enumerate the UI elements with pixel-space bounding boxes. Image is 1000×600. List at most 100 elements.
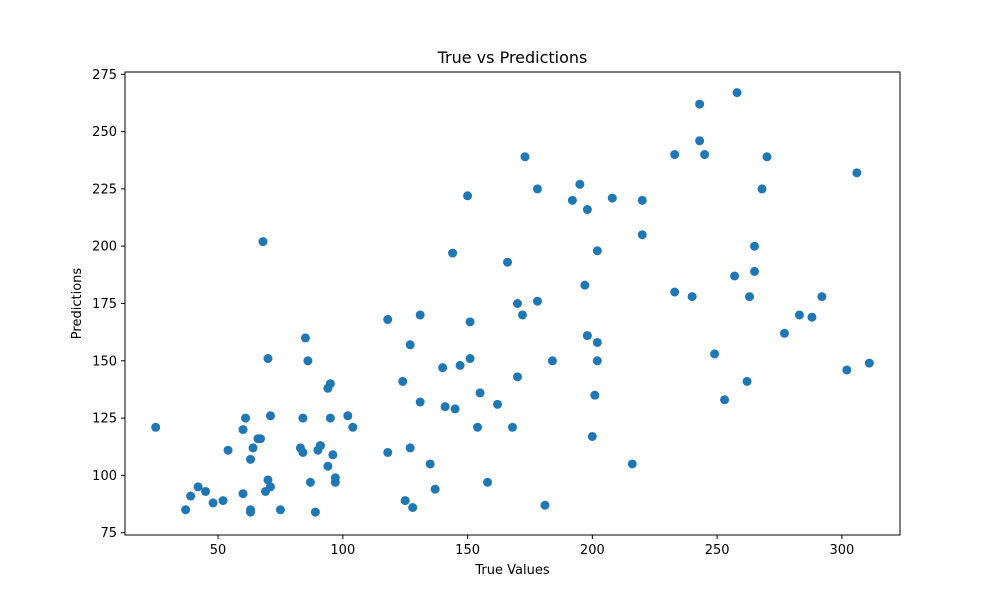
data-point: [580, 280, 590, 290]
data-point: [303, 356, 313, 366]
data-point: [730, 271, 740, 281]
data-point: [400, 496, 410, 506]
data-point: [323, 461, 333, 471]
data-point: [520, 152, 530, 162]
data-point: [750, 241, 760, 251]
data-points: [151, 88, 874, 517]
data-point: [512, 372, 522, 382]
chart-title: True vs Predictions: [437, 48, 588, 67]
data-point: [223, 445, 233, 455]
y-axis-ticks: 75 100 125 150 175 200 225 250 275: [92, 68, 125, 541]
data-point: [807, 312, 817, 322]
data-point: [425, 459, 435, 469]
data-point: [328, 450, 338, 460]
y-tick-label: 200: [92, 240, 117, 255]
data-point: [181, 505, 191, 515]
data-point: [607, 193, 617, 203]
data-point: [248, 443, 258, 453]
x-tick-label: 200: [580, 543, 605, 558]
data-point: [590, 390, 600, 400]
data-point: [310, 507, 320, 517]
y-tick-label: 125: [92, 412, 117, 427]
data-point: [300, 333, 310, 343]
data-point: [455, 360, 465, 370]
data-point: [265, 411, 275, 421]
data-point: [710, 349, 720, 359]
data-point: [587, 431, 597, 441]
data-point: [238, 489, 248, 499]
data-point: [720, 395, 730, 405]
data-point: [750, 266, 760, 276]
data-point: [757, 184, 767, 194]
data-point: [517, 310, 527, 320]
data-point: [263, 475, 273, 485]
data-point: [575, 179, 585, 189]
data-point: [398, 376, 408, 386]
data-point: [465, 354, 475, 364]
x-tick-label: 100: [330, 543, 355, 558]
data-point: [430, 484, 440, 494]
data-point: [238, 425, 248, 435]
data-point: [627, 459, 637, 469]
data-point: [779, 328, 789, 338]
x-axis-label: True Values: [474, 563, 549, 578]
data-point: [762, 152, 772, 162]
data-point: [265, 482, 275, 492]
data-point: [408, 502, 418, 512]
data-point: [383, 447, 393, 457]
data-point: [637, 230, 647, 240]
data-point: [305, 477, 315, 487]
data-point: [637, 195, 647, 205]
data-point: [450, 404, 460, 414]
data-point: [842, 365, 852, 375]
data-point: [405, 443, 415, 453]
data-point: [582, 331, 592, 341]
y-tick-label: 250: [92, 125, 117, 140]
data-point: [405, 340, 415, 350]
data-point: [241, 413, 251, 423]
data-point: [503, 257, 513, 267]
data-point: [592, 246, 602, 256]
data-point: [263, 354, 273, 364]
data-point: [383, 315, 393, 325]
data-point: [246, 454, 256, 464]
y-tick-label: 100: [92, 469, 117, 484]
data-point: [218, 496, 228, 506]
data-point: [298, 413, 308, 423]
data-point: [592, 356, 602, 366]
data-point: [567, 195, 577, 205]
data-point: [540, 500, 550, 510]
y-axis-label: Predictions: [70, 268, 85, 340]
data-point: [415, 397, 425, 407]
data-point: [258, 237, 268, 247]
data-point: [343, 411, 353, 421]
x-axis-ticks: 50 100 150 200 250 300: [210, 535, 854, 558]
data-point: [193, 482, 203, 492]
data-point: [687, 292, 697, 302]
data-point: [415, 310, 425, 320]
data-point: [440, 402, 450, 412]
data-point: [745, 292, 755, 302]
data-point: [670, 150, 680, 160]
data-point: [325, 379, 335, 389]
data-point: [670, 287, 680, 297]
data-point: [532, 184, 542, 194]
data-point: [465, 317, 475, 327]
data-point: [246, 505, 256, 515]
data-point: [151, 422, 161, 432]
x-tick-label: 300: [829, 543, 854, 558]
data-point: [794, 310, 804, 320]
data-point: [255, 434, 265, 444]
data-point: [547, 356, 557, 366]
data-point: [348, 422, 358, 432]
data-point: [475, 388, 485, 398]
data-point: [330, 473, 340, 483]
data-point: [325, 413, 335, 423]
data-point: [592, 337, 602, 347]
data-point: [695, 99, 705, 109]
data-point: [817, 292, 827, 302]
data-point: [512, 299, 522, 308]
data-point: [695, 136, 705, 146]
